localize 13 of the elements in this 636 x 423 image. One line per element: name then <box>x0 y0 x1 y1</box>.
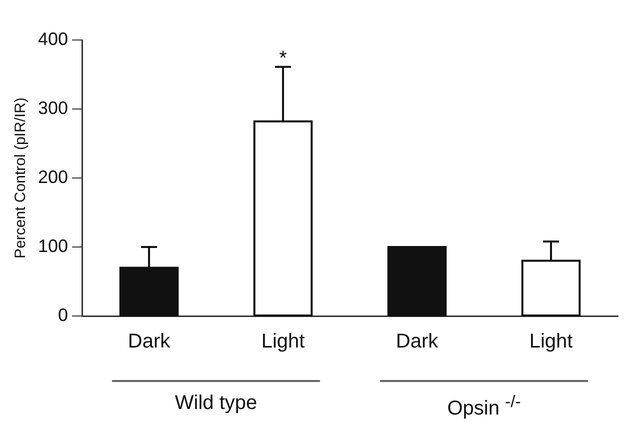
y-tick-label: 0 <box>58 304 68 325</box>
y-axis-title: Percent Control (pIR/IR) <box>12 98 30 258</box>
annotation: * <box>279 47 288 70</box>
y-tick-label: 100 <box>38 236 68 256</box>
y-tick-label: 300 <box>38 98 68 118</box>
y-tick-label: 400 <box>38 28 68 49</box>
y-tick-label: 200 <box>38 166 68 187</box>
x-tick-label: Light <box>529 330 574 353</box>
x-tick-label: Light <box>261 330 306 353</box>
text: Wild type <box>174 392 258 415</box>
x-tick-label: Dark <box>128 330 172 353</box>
x-tick-label: Dark <box>396 330 440 353</box>
text: Opsin $^{-/-}$ <box>446 392 522 421</box>
